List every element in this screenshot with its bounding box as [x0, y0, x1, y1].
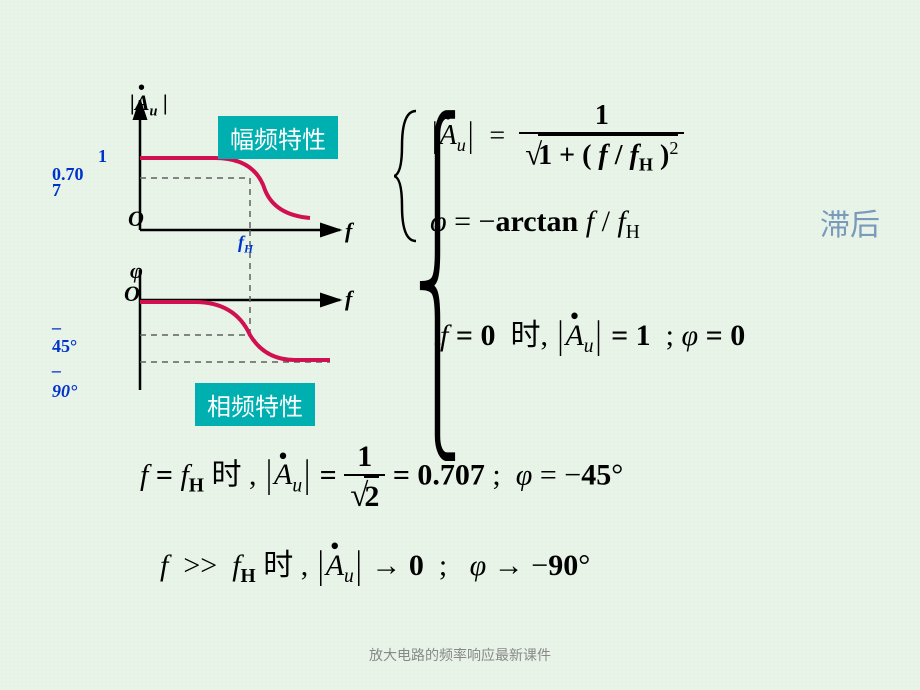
magnitude-equation: |Au| = 1 √1 + ( f / fH )2: [430, 100, 684, 176]
mag-y-label: |Au |: [130, 90, 168, 120]
case-f-zero: f = 0 时, |Au| = 1 ; φ = 0: [440, 310, 745, 358]
tick-m90: –90°: [52, 360, 77, 402]
tick-0707: 0.707: [52, 166, 84, 198]
brace-svg: [394, 106, 424, 246]
mag-origin: O: [128, 206, 144, 232]
case-f-fH: f = fH 时 , |Au| = 1 √2 = 0.707 ; φ = −45…: [140, 440, 623, 515]
lag-text: 滞后: [820, 200, 880, 244]
tick-fH: fH: [238, 232, 253, 256]
footer-text: 放大电路的频率响应最新课件: [0, 645, 920, 665]
phase-origin: O: [124, 281, 140, 307]
phase-equation: φ = −arctan f / fH: [430, 205, 640, 244]
tick-m45: –45°: [52, 318, 77, 356]
phase-label-box: 相频特性: [195, 383, 315, 426]
case-f-large: f >> fH 时 , |Au| → 0 ; φ → −90°: [160, 540, 590, 588]
phase-x-label: f: [345, 286, 352, 312]
mag-x-label: f: [345, 218, 352, 244]
tick-1: 1: [98, 146, 107, 167]
magnitude-label-box: 幅频特性: [218, 116, 338, 159]
